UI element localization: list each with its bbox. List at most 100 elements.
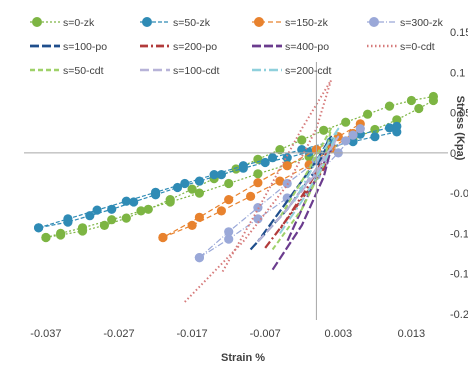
- data-point: [384, 101, 395, 111]
- data-point: [341, 117, 351, 127]
- data-point: [187, 184, 197, 194]
- data-point: [253, 214, 263, 224]
- data-point: [165, 195, 175, 205]
- legend-item-s-200-cdt: s=200-cdt: [252, 65, 331, 77]
- data-point: [63, 217, 73, 227]
- y-tick-label: -0.05: [450, 188, 468, 200]
- legend-marker: [142, 17, 152, 27]
- data-point: [224, 234, 234, 244]
- data-point: [253, 169, 263, 179]
- legend-label: s=200-po: [173, 41, 217, 53]
- data-point: [224, 195, 234, 205]
- series-line-s-0-cdt: [184, 79, 332, 303]
- series-s-0-zk: [41, 91, 438, 243]
- legend-label: s=150-zk: [285, 17, 329, 29]
- data-point: [172, 182, 183, 193]
- data-point: [41, 232, 51, 243]
- data-point: [56, 230, 66, 240]
- legend-label: s=100-po: [63, 41, 107, 53]
- y-tick-label: 0.05: [450, 108, 468, 120]
- x-tick-label: -0.037: [30, 328, 61, 340]
- data-point: [107, 204, 117, 214]
- series-s-50-zk: [34, 121, 402, 233]
- y-tick-label: 0.1: [450, 67, 465, 79]
- data-point: [180, 178, 190, 189]
- data-point: [34, 223, 44, 233]
- legend-label: s=300-zk: [400, 17, 444, 29]
- data-point: [99, 220, 109, 230]
- data-point: [224, 227, 234, 237]
- legend-item-s-100-cdt: s=100-cdt: [140, 65, 219, 77]
- data-point: [341, 136, 351, 146]
- legend-label: s=50-cdt: [63, 65, 104, 77]
- data-point: [216, 206, 226, 216]
- data-point: [355, 124, 365, 134]
- data-point: [238, 163, 248, 173]
- data-point: [224, 178, 234, 189]
- data-point: [187, 220, 197, 230]
- y-tick-label: -0.2: [450, 309, 468, 321]
- x-tick-label: 0.003: [325, 328, 353, 340]
- data-point: [348, 130, 358, 140]
- data-point: [151, 190, 161, 200]
- data-point: [194, 188, 204, 198]
- data-point: [194, 176, 204, 186]
- data-point: [392, 115, 402, 125]
- data-point: [129, 197, 139, 207]
- data-point: [85, 211, 95, 221]
- data-point: [121, 213, 131, 223]
- data-point: [231, 164, 241, 174]
- x-tick-label: -0.027: [103, 328, 134, 340]
- data-point: [370, 124, 380, 135]
- data-point: [77, 226, 88, 236]
- legend-marker: [254, 17, 264, 27]
- tick-labels: -0.037 -0.027 -0.017 -0.007 0.003 0.013 0.15 0.…: [30, 27, 468, 340]
- data-point: [194, 212, 204, 222]
- data-point: [121, 196, 131, 206]
- data-point: [275, 176, 285, 186]
- legend-item-s-50-cdt: s=50-cdt: [30, 65, 104, 77]
- x-axis-title: Strain %: [221, 352, 265, 364]
- legend-marker: [369, 17, 379, 27]
- series-s-50-cdt: [271, 127, 332, 251]
- data-point: [282, 161, 292, 171]
- legend-marker: [32, 17, 42, 27]
- data-point: [275, 145, 285, 155]
- legend-label: s=100-cdt: [173, 65, 219, 77]
- data-point: [209, 170, 219, 180]
- x-tick-label: 0.013: [398, 328, 426, 340]
- data-point: [319, 125, 329, 135]
- y-tick-label: -0.15: [450, 269, 468, 281]
- series-line-s-300-zk: [199, 128, 361, 259]
- data-point: [143, 204, 153, 214]
- y-tick-label: 0: [450, 148, 456, 160]
- data-point: [216, 170, 226, 180]
- y-tick-label: 0.15: [450, 27, 468, 39]
- series-line-s-50-cdt: [271, 127, 332, 251]
- data-point: [107, 215, 117, 225]
- series-line-s-200-cdt: [279, 127, 340, 234]
- legend: s=0-zk s=50-zk s=150-zk s=300-zk s=100-po s=2…: [30, 17, 444, 77]
- data-point: [253, 178, 263, 188]
- series-line-s-150-zk: [162, 123, 361, 239]
- legend-item-s-100-po: s=100-po: [30, 41, 107, 53]
- data-point: [348, 137, 358, 147]
- legend-item-s-0-zk: s=0-zk: [30, 17, 95, 29]
- series-layer: [34, 79, 438, 303]
- legend-label: s=400-po: [285, 41, 329, 53]
- legend-item-s-400-po: s=400-po: [252, 41, 329, 53]
- data-point: [414, 103, 424, 114]
- data-point: [136, 206, 146, 216]
- legend-label: s=50-zk: [173, 17, 211, 29]
- data-point: [268, 153, 278, 163]
- legend-label: s=0-cdt: [400, 41, 435, 53]
- data-point: [282, 153, 292, 163]
- data-point: [246, 191, 256, 201]
- legend-item-s-0-cdt: s=0-cdt: [367, 41, 435, 53]
- series-s-200-po: [264, 143, 333, 249]
- data-point: [363, 109, 373, 119]
- data-point: [406, 95, 416, 106]
- y-axis-title: Stress (Kpa): [454, 96, 466, 161]
- axis-layer: [24, 62, 448, 320]
